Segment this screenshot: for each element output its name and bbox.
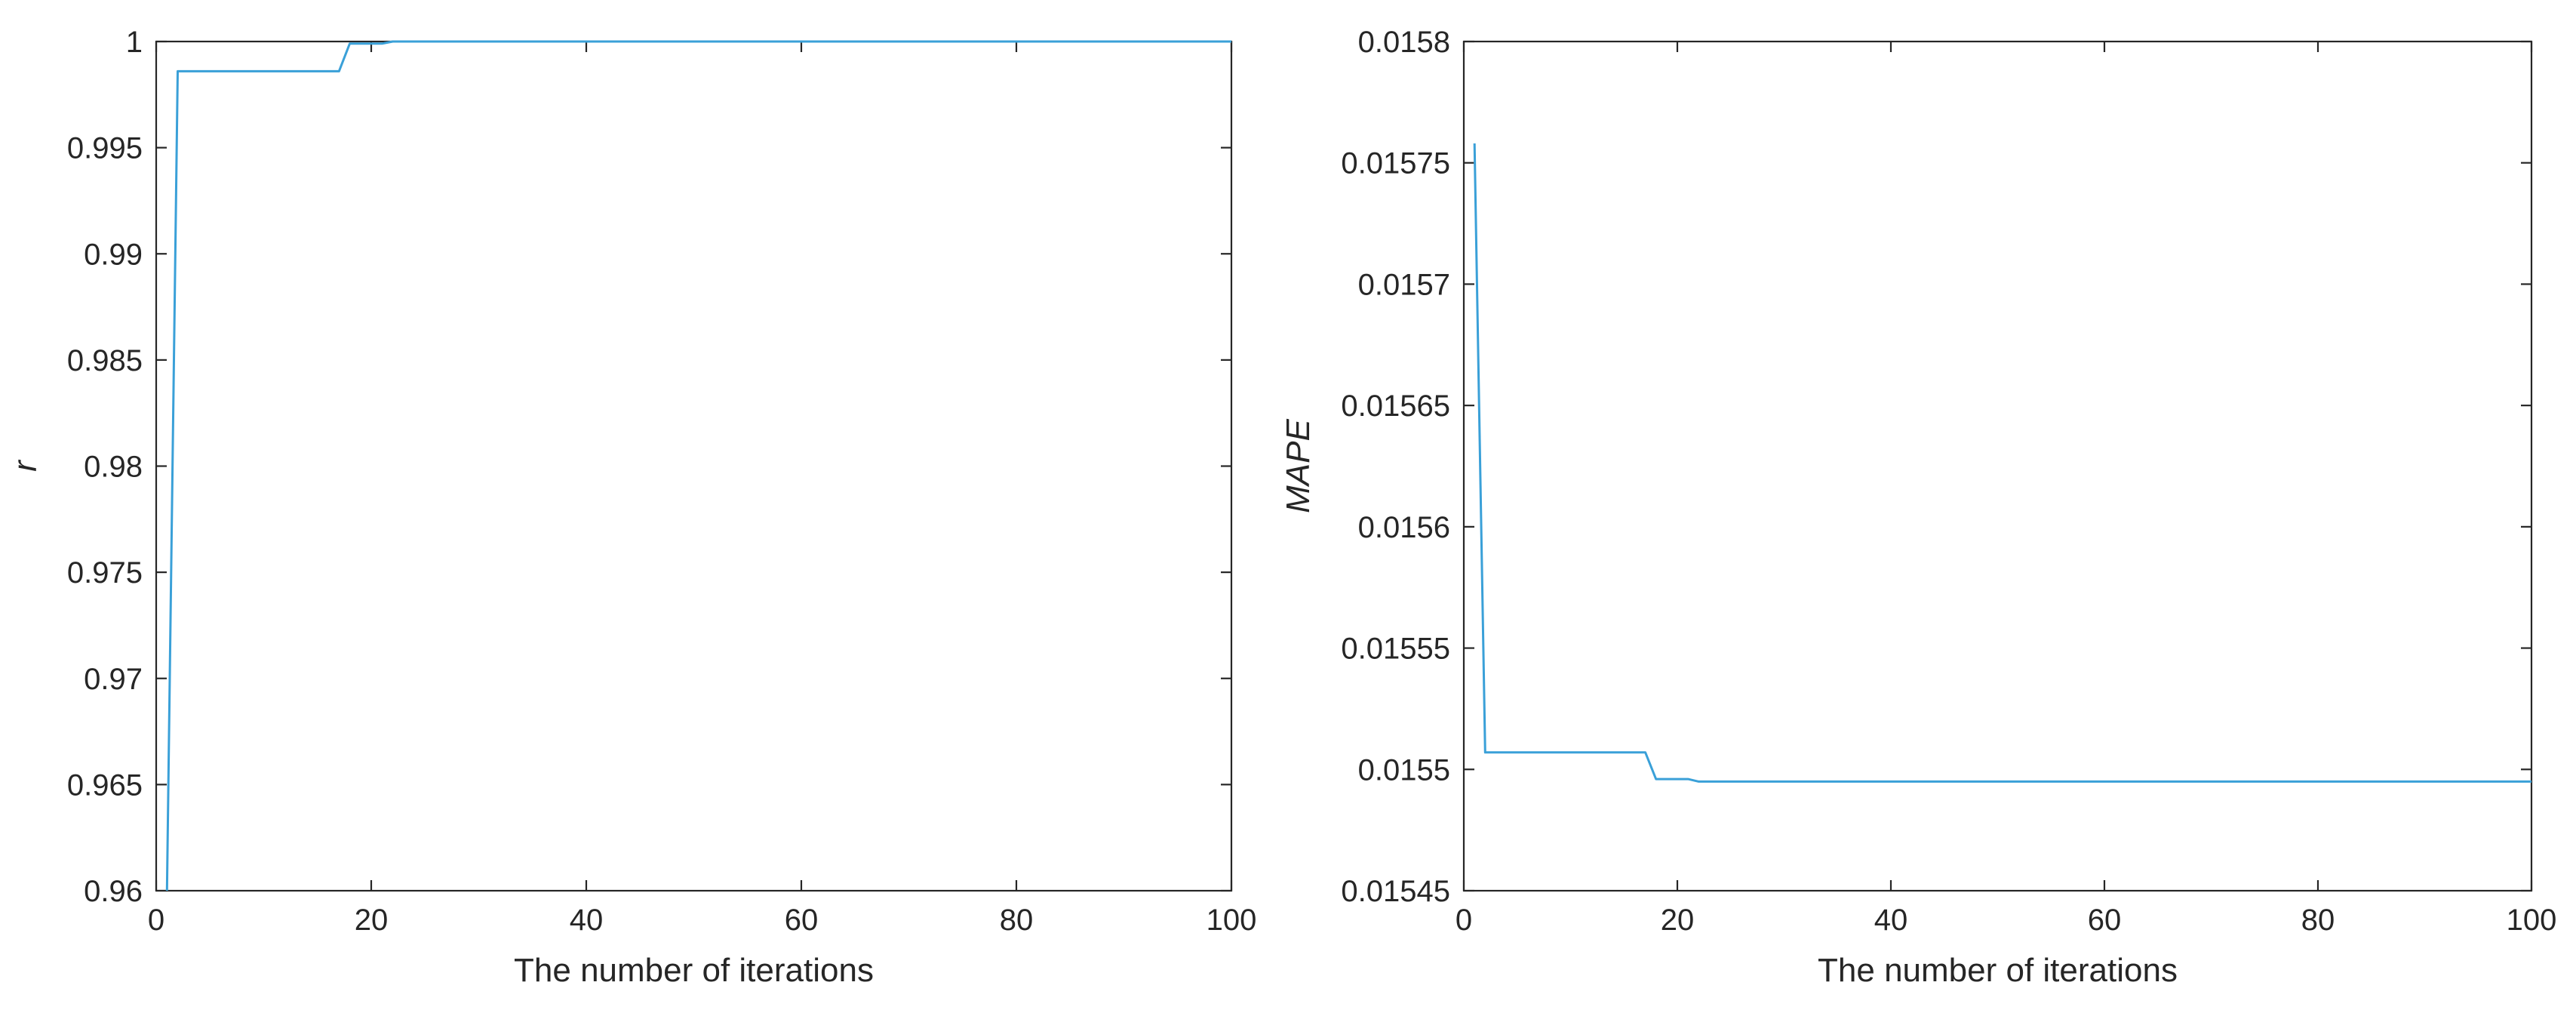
r-chart-panel: 0 20 40 60 80 100 0.96 0.965 0.97 0.975 0.98 0.985 0… — [7, 26, 1256, 989]
r-y-tick-label: 1 — [126, 26, 143, 59]
mape-y-tick-label: 0.0155 — [1358, 753, 1450, 787]
mape-y-tick-label: 0.01545 — [1341, 875, 1450, 908]
r-x-tick-label: 20 — [355, 904, 389, 937]
r-series-line — [165, 40, 1231, 891]
mape-y-tick-label: 0.01555 — [1341, 633, 1450, 666]
r-x-tick-label: 40 — [570, 904, 604, 937]
mape-x-axis-label: The number of iterations — [1818, 952, 2178, 989]
mape-y-tick-label: 0.0158 — [1358, 26, 1450, 59]
r-axes-frame — [155, 40, 1233, 892]
r-y-axis-label: r — [7, 459, 44, 472]
mape-y-axis-label: MAPE — [1280, 419, 1317, 513]
mape-axes-frame — [1462, 40, 2533, 892]
r-x-tick-label: 0 — [148, 904, 164, 937]
mape-series-line — [1473, 143, 2531, 783]
mape-x-tick-label: 0 — [1456, 904, 1472, 937]
mape-y-tick-label: 0.0157 — [1358, 268, 1450, 301]
mape-chart-panel: 0 20 40 60 80 100 0.01545 0.0155 0.01555 0.0156 0.… — [1280, 26, 2556, 989]
mape-y-tick-label: 0.01575 — [1341, 147, 1450, 180]
mape-x-tick-label: 80 — [2301, 904, 2335, 937]
r-y-tick-label: 0.96 — [84, 875, 143, 908]
r-x-tick-label: 100 — [1207, 904, 1257, 937]
r-y-tick-label: 0.985 — [67, 344, 143, 377]
r-y-tick-label: 0.97 — [84, 663, 143, 696]
r-x-axis-label: The number of iterations — [514, 952, 874, 989]
r-x-tick-label: 60 — [785, 904, 819, 937]
r-y-tick-label: 0.975 — [67, 556, 143, 590]
mape-x-tick-label: 100 — [2507, 904, 2557, 937]
mape-x-tick-label: 40 — [1874, 904, 1908, 937]
mape-x-tick-label: 20 — [1661, 904, 1695, 937]
mape-y-tick-label: 0.01565 — [1341, 389, 1450, 423]
r-y-tick-label: 0.99 — [84, 238, 143, 271]
mape-x-tick-label: 60 — [2088, 904, 2122, 937]
r-y-tick-label: 0.98 — [84, 451, 143, 484]
r-x-tick-label: 80 — [1000, 904, 1034, 937]
mape-y-tick-label: 0.0156 — [1358, 511, 1450, 544]
r-y-tick-label: 0.995 — [67, 132, 143, 165]
r-y-tick-label: 0.965 — [67, 768, 143, 802]
